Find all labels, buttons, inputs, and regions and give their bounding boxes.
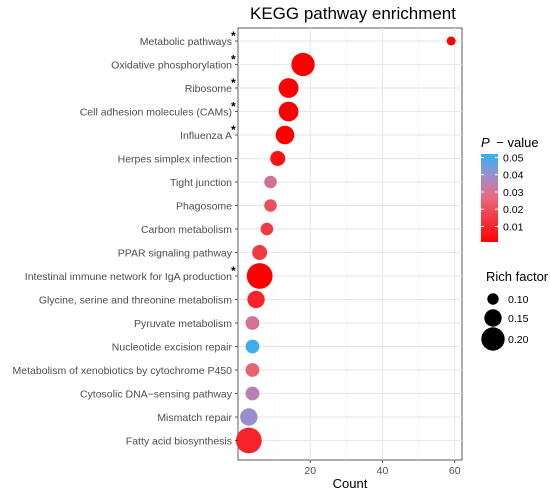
colorbar-tick-label: 0.03 (503, 187, 524, 199)
category-label: Intestinal immune network for IgA produc… (25, 271, 232, 283)
category-label: Carbon metabolism (141, 224, 232, 236)
data-point (275, 125, 295, 145)
significance-star: * (231, 53, 236, 67)
category-label: PPAR signaling pathway (118, 248, 233, 260)
x-axis-ticks: 20 40 60 (304, 460, 461, 477)
data-point (278, 78, 299, 98)
rich-factor-legend-label: 0.15 (508, 313, 529, 325)
category-label: Cell adhesion molecules (CAMs) (80, 107, 232, 119)
rich-factor-legend-items: 0.10 0.15 0.20 (481, 293, 529, 351)
data-point (235, 427, 262, 454)
rich-factor-legend-dot (484, 309, 502, 327)
data-point (270, 151, 286, 166)
x-tick-label: 40 (377, 465, 389, 477)
p-value-legend-title-italic: P (481, 135, 490, 150)
plot-panel (237, 27, 463, 461)
category-label: Pyruvate metabolism (134, 318, 232, 330)
category-label: Mismatch repair (157, 412, 232, 424)
data-point (245, 316, 260, 330)
rich-factor-legend-label: 0.10 (508, 294, 529, 306)
rich-factor-legend-dot (487, 293, 499, 305)
category-label: Cytosolic DNA−sensing pathway (80, 389, 233, 401)
rich-factor-legend-label: 0.20 (508, 334, 529, 346)
category-label: Metabolism of xenobiotics by cytochrome … (13, 365, 233, 377)
category-label: Nucleotide excision repair (112, 342, 233, 354)
p-value-colorbar (481, 154, 498, 242)
category-label: Ribosome (185, 83, 232, 95)
significance-star: * (231, 29, 236, 43)
rich-factor-legend: Rich factor 0.10 0.15 0.20 (481, 269, 549, 351)
colorbar-tick-label: 0.05 (503, 152, 524, 164)
significance-star: * (231, 76, 236, 90)
colorbar-tick-label: 0.04 (503, 170, 524, 182)
category-labels: Metabolic pathways *Oxidative phosphoryla… (13, 29, 238, 448)
data-point (252, 245, 268, 260)
category-label: Influenza A (180, 130, 232, 142)
data-point (245, 386, 260, 401)
p-value-legend-ticks: 0.05 0.04 0.03 0.02 0.01 (481, 152, 524, 233)
data-point (260, 222, 274, 236)
chart-title: KEGG pathway enrichment (250, 4, 456, 23)
data-point (291, 52, 315, 77)
colorbar-tick-label: 0.02 (503, 204, 524, 216)
colorbar-tick-label: 0.01 (503, 221, 524, 233)
category-label: Phagosome (176, 201, 232, 213)
data-point (245, 363, 260, 377)
data-point (240, 408, 258, 426)
category-label: Glycine, serine and threonine metabolism (39, 295, 232, 307)
p-value-legend-title-rest: − value (496, 135, 538, 150)
p-value-legend: P − value 0.05 0.04 0.03 0.02 0.01 (481, 135, 539, 242)
significance-star: * (231, 123, 236, 137)
rich-factor-legend-title: Rich factor (486, 269, 549, 284)
data-point (278, 101, 299, 122)
category-label: Fatty acid biosynthesis (126, 436, 232, 448)
data-points (235, 36, 456, 454)
significance-star: * (231, 100, 236, 114)
category-label: Tight junction (170, 177, 232, 189)
data-point (247, 290, 265, 309)
data-point (446, 36, 456, 46)
data-point (245, 339, 260, 354)
x-axis-title: Count (333, 476, 368, 491)
significance-star: * (231, 264, 236, 278)
category-label: Herpes simplex infection (118, 154, 233, 166)
rich-factor-legend-dot (481, 327, 505, 351)
data-point (246, 263, 273, 289)
data-point (264, 199, 277, 212)
category-label: Metabolic pathways (140, 36, 232, 48)
x-tick-label: 20 (304, 465, 316, 477)
data-point (264, 175, 277, 189)
category-label: Oxidative phosphorylation (111, 60, 232, 72)
p-value-legend-title: P − value (481, 135, 539, 150)
x-tick-label: 60 (449, 465, 461, 477)
